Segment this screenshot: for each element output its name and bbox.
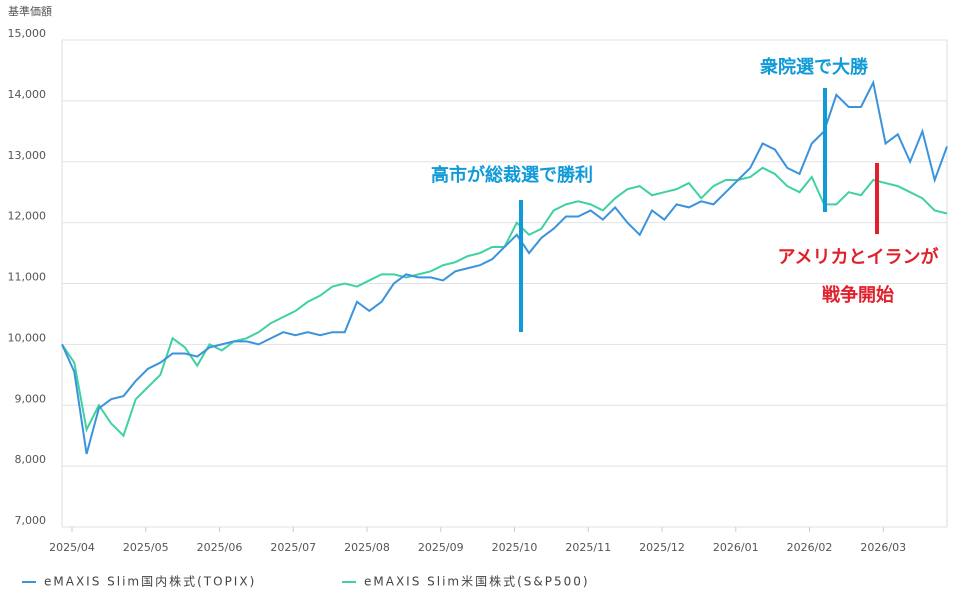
x-tick-label: 2025/08 [344, 541, 390, 554]
x-tick-label: 2025/12 [639, 541, 685, 554]
annotation-text: 高市が総裁選で勝利 [431, 164, 593, 186]
y-tick-label: 7,000 [15, 514, 47, 527]
y-tick-label: 12,000 [8, 210, 47, 223]
x-tick-label: 2025/06 [197, 541, 243, 554]
annotation-text: 衆院選で大勝 [760, 56, 869, 78]
x-tick-label: 2025/07 [270, 541, 316, 554]
x-tick-label: 2026/02 [787, 541, 833, 554]
y-tick-label: 15,000 [8, 27, 47, 40]
x-tick-label: 2025/10 [492, 541, 538, 554]
x-tick-label: 2025/05 [123, 541, 169, 554]
y-tick-label: 10,000 [8, 331, 47, 344]
legend-label: eMAXIS Slim国内株式(TOPIX) [44, 574, 256, 589]
y-tick-label: 14,000 [8, 88, 47, 101]
annotation-text: アメリカとイランが [777, 246, 938, 268]
legend-label: eMAXIS Slim米国株式(S&P500) [364, 574, 590, 589]
x-tick-label: 2025/09 [418, 541, 464, 554]
x-tick-label: 2025/11 [565, 541, 611, 554]
y-tick-label: 11,000 [8, 271, 47, 284]
series-line [61, 166, 948, 438]
y-tick-label: 13,000 [8, 149, 47, 162]
y-axis-title: 基準価額 [8, 4, 52, 18]
y-tick-label: 9,000 [15, 392, 47, 405]
x-tick-label: 2026/01 [713, 541, 759, 554]
x-tick-label: 2026/03 [860, 541, 906, 554]
y-tick-label: 8,000 [15, 453, 47, 466]
series-line [61, 79, 948, 455]
x-tick-label: 2025/04 [49, 541, 95, 554]
annotation-text: 戦争開始 [822, 284, 894, 306]
